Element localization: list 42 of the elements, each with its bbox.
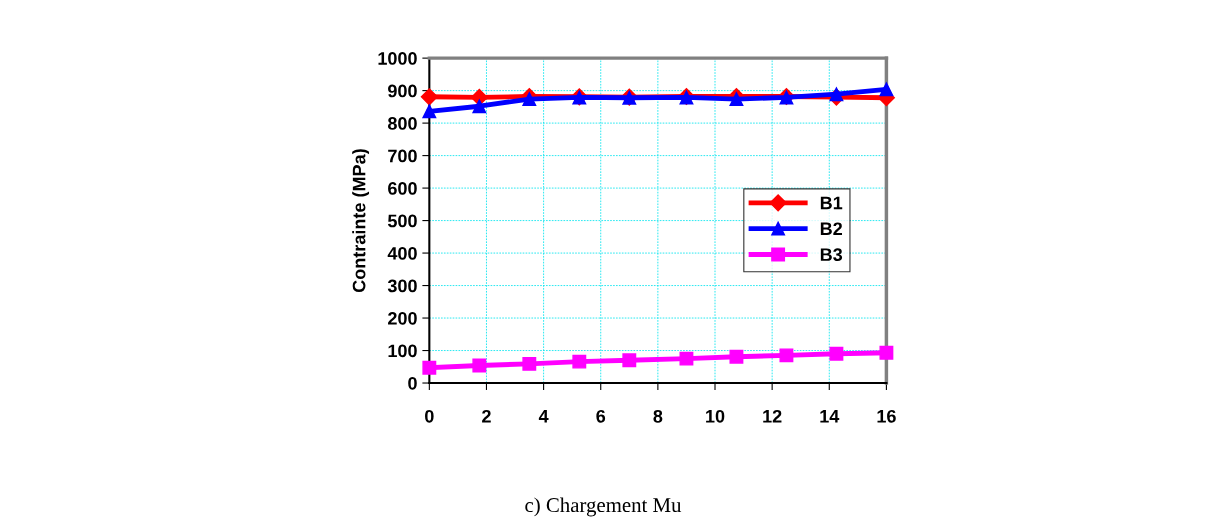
x-tick-label: 14 [820, 410, 840, 423]
y-tick-label: 400 [387, 247, 417, 260]
point [572, 354, 587, 369]
x-tick-label: 8 [653, 409, 663, 423]
point [422, 104, 437, 119]
y-tick-label: 100 [388, 344, 417, 358]
y-tick-label: 1000 [378, 52, 417, 65]
point [729, 349, 744, 364]
legend-label: B2 [820, 222, 843, 235]
point [829, 346, 844, 361]
point [522, 92, 537, 107]
point [472, 358, 487, 373]
point [729, 92, 744, 107]
x-tick-label: 10 [706, 409, 725, 423]
point [622, 353, 637, 368]
point [829, 87, 844, 102]
y-tick-label: 600 [388, 182, 417, 195]
point [679, 351, 694, 366]
y-tick-label: 500 [387, 214, 417, 228]
point [422, 360, 437, 375]
y-tick-label: 200 [388, 311, 417, 325]
x-tick-label: 6 [596, 409, 606, 423]
x-tick-label: 16 [877, 409, 896, 423]
y-tick-label: 800 [387, 117, 417, 130]
y-tick-label: 900 [388, 84, 417, 98]
y-tick-label: 0 [408, 376, 417, 390]
point [879, 82, 894, 97]
point [472, 99, 487, 114]
x-tick-label: 12 [763, 409, 782, 423]
y-tick-label: 300 [387, 279, 417, 293]
point [522, 356, 537, 371]
point [779, 348, 794, 363]
point [879, 345, 894, 360]
y-tick-label: 700 [388, 149, 417, 163]
x-tick-label: 2 [482, 409, 491, 423]
legend-label: B3 [820, 248, 843, 262]
y-axis-title: Contrainte (MPa) [352, 149, 370, 293]
x-tick-label: 4 [538, 410, 549, 423]
x-tick-label: 0 [425, 409, 434, 423]
legend-label: B1 [820, 196, 843, 210]
text: c) Chargement Mu [525, 497, 682, 517]
point [420, 88, 438, 106]
